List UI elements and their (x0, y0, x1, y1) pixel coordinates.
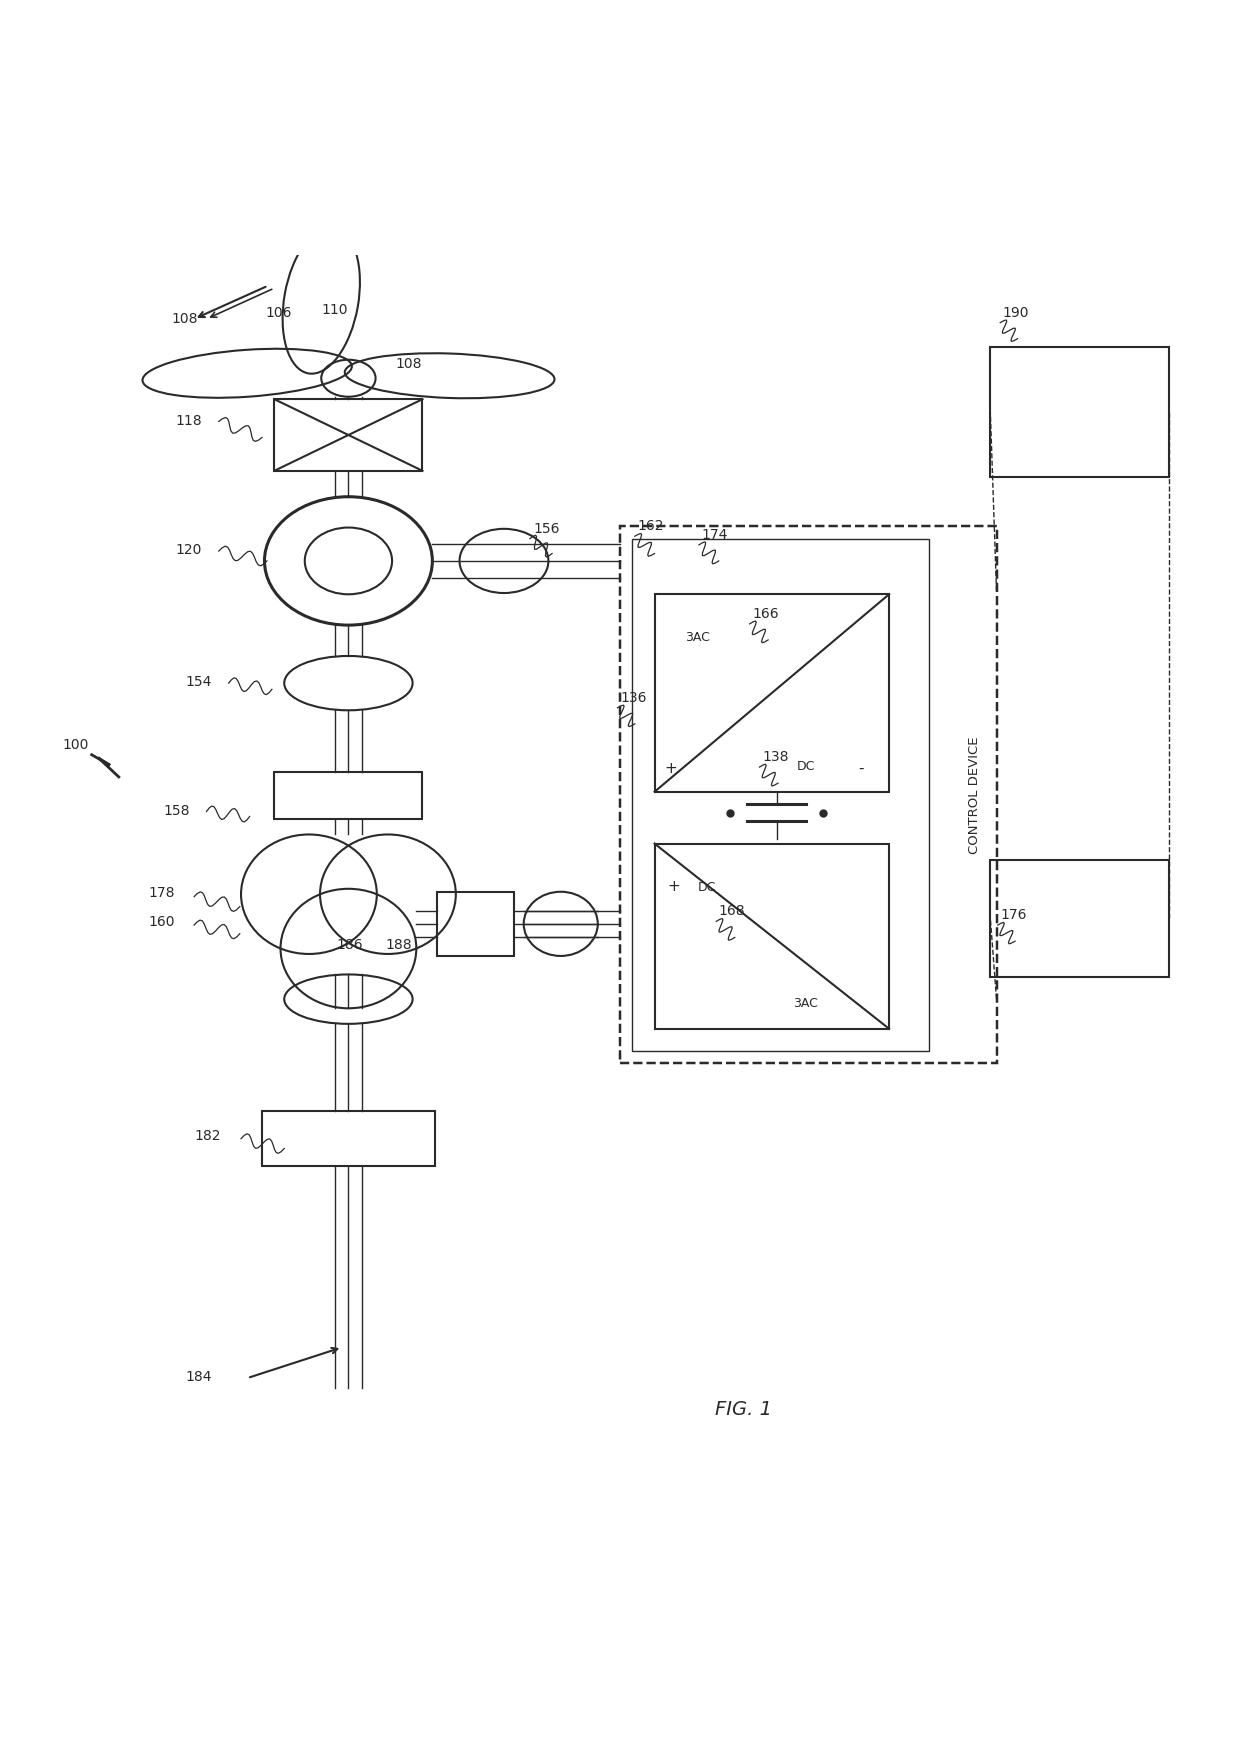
Text: 138: 138 (761, 750, 789, 764)
Text: 3AC: 3AC (686, 631, 711, 644)
Bar (262, 1111, 435, 1165)
Bar (991, 347, 1169, 476)
Text: +: + (665, 760, 677, 776)
Text: CONTROL DEVICE: CONTROL DEVICE (967, 736, 981, 853)
Text: 108: 108 (396, 358, 422, 371)
Bar (655, 595, 889, 792)
Bar (632, 539, 929, 1052)
Bar (655, 844, 889, 1029)
Bar (438, 891, 513, 956)
Text: 162: 162 (637, 520, 663, 534)
Text: 106: 106 (265, 305, 293, 319)
Text: 100: 100 (62, 738, 88, 752)
Text: DC: DC (796, 760, 815, 773)
Text: 160: 160 (149, 916, 175, 930)
Text: 190: 190 (1003, 305, 1029, 319)
Text: 188: 188 (386, 938, 412, 952)
Text: 3AC: 3AC (792, 996, 817, 1010)
Text: -: - (858, 760, 864, 776)
Text: 184: 184 (186, 1369, 212, 1383)
Text: 110: 110 (321, 303, 347, 317)
Text: 168: 168 (719, 903, 745, 917)
Text: 136: 136 (620, 691, 646, 705)
Text: 182: 182 (195, 1128, 221, 1142)
Bar (620, 527, 997, 1064)
Text: 178: 178 (149, 886, 175, 900)
Text: 176: 176 (1001, 909, 1027, 923)
Text: 120: 120 (176, 542, 202, 556)
Text: 158: 158 (164, 804, 190, 818)
Text: 186: 186 (336, 938, 363, 952)
Text: 108: 108 (172, 312, 198, 326)
Bar (274, 773, 423, 820)
Text: 156: 156 (533, 521, 560, 535)
Text: 166: 166 (753, 607, 779, 621)
Text: +: + (667, 879, 680, 893)
Text: FIG. 1: FIG. 1 (715, 1400, 773, 1420)
Text: 118: 118 (176, 413, 202, 427)
Bar (274, 399, 423, 471)
Text: 154: 154 (186, 675, 212, 689)
Bar (991, 860, 1169, 977)
Text: 174: 174 (702, 528, 728, 542)
Text: DC: DC (698, 881, 717, 893)
